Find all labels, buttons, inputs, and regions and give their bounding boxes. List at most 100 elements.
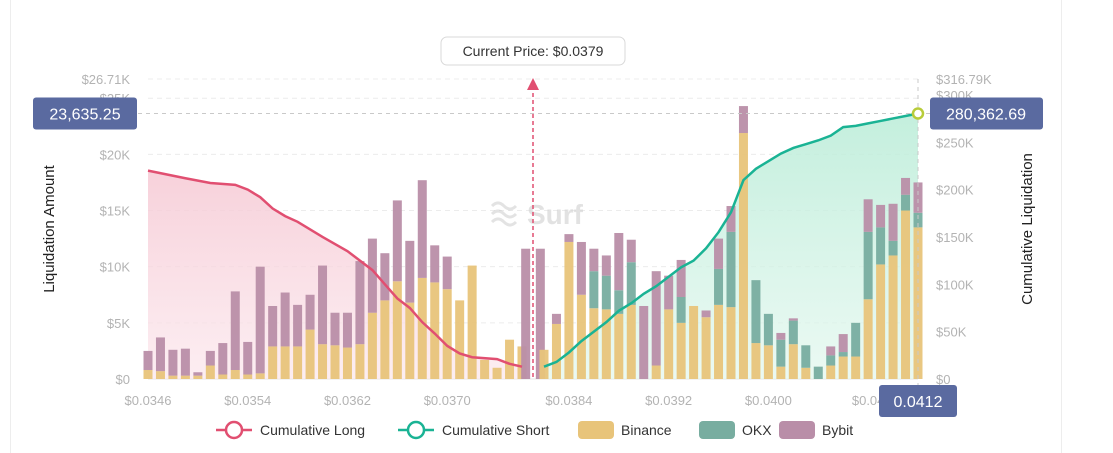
long-bar-binance <box>230 370 240 379</box>
short-bar-binance <box>801 367 811 379</box>
long-bar-bybit <box>280 292 290 347</box>
long-bar-binance <box>180 375 190 379</box>
short-bar-bybit <box>701 310 711 318</box>
short-bar-okx <box>626 262 636 305</box>
left-tick-label: $20K <box>100 147 131 162</box>
long-bar-bybit <box>405 240 415 303</box>
short-bar-bybit <box>901 177 911 195</box>
short-bar-bybit <box>913 182 923 213</box>
crosshair-x-value: 0.0412 <box>894 394 943 411</box>
liquidation-bars <box>143 106 923 379</box>
short-bar-binance <box>651 365 661 379</box>
long-bar-bybit <box>305 294 315 330</box>
current-price-label: Current Price: $0.0379 <box>463 43 604 59</box>
long-bar-bybit <box>442 256 452 290</box>
cumulative-long-area <box>148 170 522 379</box>
long-bar-binance <box>168 375 178 379</box>
long-bar-bybit <box>155 337 165 372</box>
legend-label: Cumulative Short <box>442 422 549 438</box>
right-tick-label: $250K <box>936 135 974 150</box>
short-bar-binance <box>751 343 761 379</box>
short-bar-bybit <box>714 238 724 269</box>
left-tick-label: $0 <box>116 372 130 387</box>
short-bar-binance <box>551 323 561 379</box>
long-bar-bybit <box>417 180 427 278</box>
short-bar-bybit <box>614 232 624 291</box>
short-bar-bybit <box>535 248 545 379</box>
short-bar-okx <box>838 352 848 357</box>
short-bar-binance <box>876 264 886 379</box>
long-bar-bybit <box>330 312 340 346</box>
surf-logo-icon <box>490 201 518 227</box>
short-bar-okx <box>763 313 773 346</box>
crosshair-right-badge <box>930 97 1043 130</box>
long-bar-bybit <box>342 312 352 348</box>
long-bar-bybit <box>218 343 228 375</box>
short-bar-bybit <box>551 313 561 324</box>
long-bar-bybit <box>430 245 440 283</box>
short-bar-okx <box>901 194 911 211</box>
short-bar-bybit <box>564 234 574 242</box>
legend-marker-icon <box>224 420 244 440</box>
short-bar-binance <box>788 344 798 379</box>
long-bar-bybit <box>230 291 240 371</box>
short-bar-bybit <box>664 275 674 310</box>
long-bar-binance <box>155 371 165 379</box>
x-tick-label: $0.0400 <box>745 393 792 408</box>
short-bar-okx <box>788 320 798 345</box>
long-bar-binance <box>255 373 265 379</box>
short-bar-bybit <box>738 106 748 134</box>
short-bar-binance <box>664 309 674 379</box>
short-bar-binance <box>826 365 836 379</box>
long-bar-binance <box>293 346 303 379</box>
short-bar-bybit <box>726 206 736 232</box>
short-bar-okx <box>601 275 611 310</box>
card-border <box>10 0 1062 453</box>
current-price-arrow-icon <box>527 78 539 90</box>
legend-item-bybit[interactable]: Bybit <box>779 421 853 439</box>
legend: Cumulative Long Cumulative Short Binance OK… <box>216 420 853 440</box>
crosshair-left-badge <box>33 97 137 130</box>
legend-item-okx[interactable]: OKX <box>699 421 772 439</box>
long-bar-binance <box>367 312 377 379</box>
short-bar-binance <box>888 255 898 379</box>
left-tick-label: $15K <box>100 204 131 219</box>
long-bar-binance <box>430 282 440 379</box>
short-bar-okx <box>751 280 761 344</box>
short-bar-bybit <box>651 271 661 366</box>
crosshair-right-value: 280,362.69 <box>946 106 1026 123</box>
short-bar-binance <box>776 366 786 379</box>
current-price-marker: Current Price: $0.0379 <box>440 36 626 379</box>
legend-item-short[interactable]: Cumulative Short <box>398 420 549 440</box>
legend-item-long[interactable]: Cumulative Long <box>216 420 365 440</box>
long-bar-binance <box>205 365 215 379</box>
watermark-text: Surf <box>527 199 584 230</box>
short-bar-binance <box>676 322 686 379</box>
x-tick-label: $0.0392 <box>645 393 692 408</box>
long-bar-binance <box>280 346 290 379</box>
crosshair-left-value: 23,635.25 <box>49 107 120 124</box>
long-bar-binance <box>330 345 340 379</box>
left-tick-label: $5K <box>107 316 130 331</box>
long-bar-bybit <box>168 349 178 376</box>
long-bar-binance <box>318 344 328 379</box>
x-tick-label: $0.0370 <box>424 393 471 408</box>
short-bar-binance <box>863 299 873 379</box>
legend-item-binance[interactable]: Binance <box>578 421 672 439</box>
short-bar-bybit <box>639 305 649 379</box>
short-bar-bybit <box>788 318 798 321</box>
x-tick-label: $0.04 <box>852 393 885 408</box>
long-bar-bybit <box>243 341 253 375</box>
short-bar-bybit <box>776 332 786 340</box>
legend-swatch-okx <box>699 421 735 439</box>
short-bar-binance <box>714 304 724 379</box>
cumulative-short-line <box>543 112 919 368</box>
long-bar-binance <box>143 370 153 379</box>
legend-label: Binance <box>621 422 672 438</box>
short-bar-okx <box>801 345 811 368</box>
short-bar-bybit <box>888 203 898 241</box>
left-axis-title: Liquidation Amount <box>41 164 58 292</box>
short-bar-binance <box>564 241 574 379</box>
